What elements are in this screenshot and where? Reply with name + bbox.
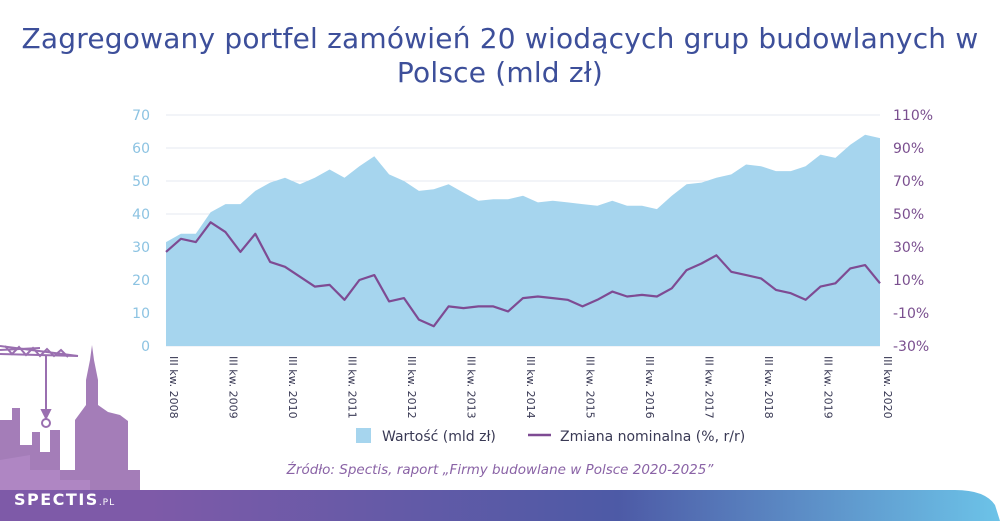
y-axis-right: -30% -10% 10% 30% 50% 70% 90% 110%	[893, 108, 933, 355]
legend-swatch-area	[356, 428, 371, 443]
y-left-tick-label: 60	[132, 141, 150, 157]
legend-label-line: Zmiana nominalna (%, r/r)	[560, 429, 745, 445]
y-right-tick-label: -30%	[893, 339, 929, 355]
legend-label-area: Wartość (mld zł)	[382, 429, 496, 445]
y-right-tick-label: 70%	[893, 174, 924, 190]
x-tick-label: III kw. 2017	[703, 356, 716, 419]
x-tick-label: III kw. 2011	[346, 356, 359, 419]
x-tick-label: III kw. 2016	[643, 356, 656, 419]
brand-name: SPECTIS	[14, 490, 99, 509]
series-line-zmiana	[165, 221, 881, 328]
x-tick-label: III kw. 2013	[465, 356, 478, 419]
y-left-tick-label: 0	[141, 339, 150, 355]
x-tick-label: III kw. 2008	[167, 356, 180, 419]
chart-title: Zagregowany portfel zamówień 20 wiodącyc…	[21, 22, 979, 89]
y-right-tick-label: 90%	[893, 141, 924, 157]
x-tick-label: III kw. 2018	[762, 356, 775, 419]
y-left-tick-label: 40	[132, 207, 150, 223]
y-left-tick-label: 50	[132, 174, 150, 190]
crane-icon	[0, 345, 79, 428]
y-right-tick-label: 10%	[893, 273, 924, 289]
y-left-tick-label: 10	[132, 306, 150, 322]
y-right-tick-label: 110%	[893, 108, 933, 124]
x-axis: III kw. 2008 III kw. 2009 III kw. 2010 III …	[167, 356, 894, 419]
y-right-tick-label: -10%	[893, 306, 929, 322]
y-left-tick-label: 30	[132, 240, 150, 256]
source-note: Źródło: Spectis, raport „Firmy budowlane…	[286, 462, 714, 478]
area-wartosc	[166, 134, 880, 346]
y-right-tick-label: 50%	[893, 207, 924, 223]
x-tick-label: III kw. 2010	[286, 356, 299, 419]
y-left-tick-label: 70	[132, 108, 150, 124]
x-tick-label: III kw. 2009	[227, 356, 240, 419]
y-left-tick-label: 20	[132, 273, 150, 289]
x-tick-label: III kw. 2019	[822, 356, 835, 419]
y-axis-left: 0 10 20 30 40 50 60 70	[132, 108, 150, 355]
x-tick-label: III kw. 2015	[584, 356, 597, 419]
x-tick-label: III kw. 2012	[405, 356, 418, 419]
brand-suffix: .PL	[98, 498, 116, 508]
x-tick-label: III kw. 2014	[524, 356, 537, 419]
legend: Wartość (mld zł) Zmiana nominalna (%, r/…	[356, 428, 745, 445]
y-right-tick-label: 30%	[893, 240, 924, 256]
x-tick-label: III kw. 2020	[881, 356, 894, 419]
footer-band-left	[0, 490, 150, 521]
brand-logo[interactable]: SPECTIS.PL	[14, 490, 115, 509]
series-area-wartosc	[166, 134, 880, 346]
footer-band	[150, 490, 1000, 521]
